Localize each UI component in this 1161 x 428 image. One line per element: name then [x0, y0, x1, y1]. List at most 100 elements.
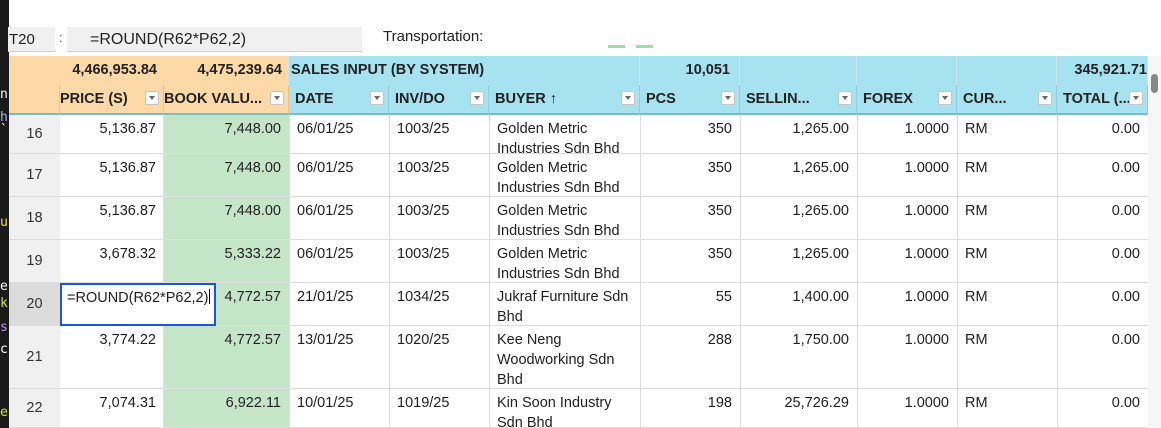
cell-date[interactable]: 13/01/25 — [297, 332, 354, 348]
vertical-scrollbar[interactable] — [1148, 56, 1161, 428]
cell-book[interactable]: 6,922.11 — [225, 395, 281, 411]
cell-total[interactable]: 0.00 — [1111, 289, 1140, 305]
header-pcs[interactable]: PCS — [640, 85, 740, 115]
cell-price[interactable]: 5,136.87 — [99, 203, 156, 219]
cell-inv[interactable]: 1020/25 — [397, 332, 450, 348]
cell-forex[interactable]: 1.0000 — [904, 332, 949, 348]
header-price[interactable]: PRICE (S) — [60, 85, 164, 115]
cell-inv[interactable]: 1034/25 — [397, 289, 450, 305]
cell-book[interactable]: 7,448.00 — [224, 160, 281, 176]
cell-buyer[interactable]: Jukraf Furniture Sdn Bhd — [489, 283, 640, 326]
active-cell-editor[interactable]: =ROUND(R62*P62,2) — [60, 283, 216, 326]
row-number[interactable]: 21 — [9, 326, 60, 389]
cell-price[interactable]: 3,774.22 — [99, 332, 156, 348]
cell-currency[interactable]: RM — [965, 203, 988, 219]
cell-inv[interactable]: 1003/25 — [397, 203, 450, 219]
cell-price[interactable]: 5,136.87 — [99, 160, 156, 176]
cell-total[interactable]: 0.00 — [1111, 332, 1140, 348]
cell-book[interactable]: 4,772.57 — [224, 332, 281, 348]
header-total[interactable]: TOTAL (... — [1057, 85, 1148, 115]
cell-forex[interactable]: 1.0000 — [904, 395, 949, 411]
cell-pcs[interactable]: 350 — [707, 203, 732, 219]
cell-selling[interactable]: 1,265.00 — [792, 160, 849, 176]
cell-book[interactable]: 5,333.22 — [224, 246, 281, 262]
row-number[interactable]: 22 — [9, 389, 60, 428]
cell-currency[interactable]: RM — [965, 395, 988, 411]
row-number[interactable]: 16 — [9, 115, 60, 154]
cell-date[interactable]: 06/01/25 — [297, 160, 354, 176]
cell-date[interactable]: 06/01/25 — [297, 121, 354, 137]
row-number[interactable]: 18 — [9, 197, 60, 240]
cell-currency[interactable]: RM — [965, 289, 988, 305]
cell-pcs[interactable]: 55 — [715, 289, 732, 305]
filter-dropdown-icon[interactable] — [721, 91, 735, 105]
cell-forex[interactable]: 1.0000 — [904, 203, 949, 219]
cell-date[interactable]: 06/01/25 — [297, 246, 354, 262]
name-box[interactable]: T20 — [8, 27, 55, 52]
cell-forex[interactable]: 1.0000 — [904, 246, 949, 262]
cell-buyer[interactable]: Golden Metric Industries Sdn Bhd — [489, 197, 640, 240]
cell-date[interactable]: 06/01/25 — [297, 203, 354, 219]
cell-selling[interactable]: 1,400.00 — [792, 289, 849, 305]
cell-selling[interactable]: 1,265.00 — [792, 246, 849, 262]
cell-total[interactable]: 0.00 — [1111, 246, 1140, 262]
cell-inv[interactable]: 1003/25 — [397, 246, 450, 262]
cell-pcs[interactable]: 198 — [707, 395, 732, 411]
cell-inv[interactable]: 1003/25 — [397, 160, 450, 176]
header-forex[interactable]: FOREX — [857, 85, 957, 115]
header-buyer[interactable]: BUYER ↑ — [489, 85, 640, 115]
row-number[interactable]: 20 — [9, 283, 60, 326]
cell-price[interactable]: 3,678.32 — [99, 246, 156, 262]
row-number[interactable]: 17 — [9, 154, 60, 197]
cell-selling[interactable]: 25,726.29 — [784, 395, 849, 411]
filter-dropdown-icon[interactable] — [838, 91, 852, 105]
cell-buyer[interactable]: Golden Metric Industries Sdn Bhd — [489, 115, 640, 154]
filter-dropdown-icon[interactable] — [470, 91, 484, 105]
cell-selling[interactable]: 1,750.00 — [792, 332, 849, 348]
cell-total[interactable]: 0.00 — [1111, 160, 1140, 176]
cell-book[interactable]: 7,448.00 — [224, 121, 281, 137]
header-selling[interactable]: SELLIN... — [740, 85, 857, 115]
formula-bar[interactable]: =ROUND(R62*P62,2) — [67, 27, 362, 52]
cell-pcs[interactable]: 350 — [707, 121, 732, 137]
filter-dropdown-icon[interactable] — [621, 91, 635, 105]
filter-dropdown-icon[interactable] — [145, 91, 159, 105]
cell-currency[interactable]: RM — [965, 121, 988, 137]
header-date[interactable]: DATE — [289, 85, 389, 115]
cell-selling[interactable]: 1,265.00 — [792, 203, 849, 219]
cell-total[interactable]: 0.00 — [1111, 203, 1140, 219]
cell-book[interactable]: 7,448.00 — [224, 203, 281, 219]
cell-pcs[interactable]: 350 — [707, 160, 732, 176]
cell-buyer[interactable]: Kin Soon Industry Sdn Bhd — [489, 389, 640, 428]
cell-buyer[interactable]: Golden Metric Industries Sdn Bhd — [489, 240, 640, 283]
cell-forex[interactable]: 1.0000 — [904, 160, 949, 176]
filter-dropdown-icon[interactable] — [938, 91, 952, 105]
cell-buyer[interactable]: Golden Metric Industries Sdn Bhd — [489, 154, 640, 197]
row-number[interactable]: 19 — [9, 240, 60, 283]
cell-buyer[interactable]: Kee Neng Woodworking Sdn Bhd — [489, 326, 640, 389]
cell-currency[interactable]: RM — [965, 160, 988, 176]
cell-date[interactable]: 10/01/25 — [297, 395, 354, 411]
header-book-value[interactable]: BOOK VALU... — [164, 85, 289, 115]
cell-forex[interactable]: 1.0000 — [904, 121, 949, 137]
filter-dropdown-icon[interactable] — [370, 91, 384, 105]
cell-price[interactable]: 7,074.31 — [99, 395, 156, 411]
cell-pcs[interactable]: 288 — [707, 332, 732, 348]
cell-date[interactable]: 21/01/25 — [297, 289, 354, 305]
scrollbar-thumb[interactable] — [1151, 74, 1158, 93]
filter-dropdown-icon[interactable] — [1038, 91, 1052, 105]
header-currency[interactable]: CUR... — [957, 85, 1057, 115]
filter-dropdown-icon[interactable] — [270, 91, 284, 105]
cell-currency[interactable]: RM — [965, 332, 988, 348]
cell-selling[interactable]: 1,265.00 — [792, 121, 849, 137]
cell-total[interactable]: 0.00 — [1111, 395, 1140, 411]
header-inv-do[interactable]: INV/DO — [389, 85, 489, 115]
cell-total[interactable]: 0.00 — [1111, 121, 1140, 137]
cell-book[interactable]: 4,772.57 — [224, 289, 281, 305]
cell-pcs[interactable]: 350 — [707, 246, 732, 262]
cell-currency[interactable]: RM — [965, 246, 988, 262]
cell-inv[interactable]: 1003/25 — [397, 121, 450, 137]
cell-inv[interactable]: 1019/25 — [397, 395, 450, 411]
cell-price[interactable]: 5,136.87 — [99, 121, 156, 137]
cell-forex[interactable]: 1.0000 — [904, 289, 949, 305]
